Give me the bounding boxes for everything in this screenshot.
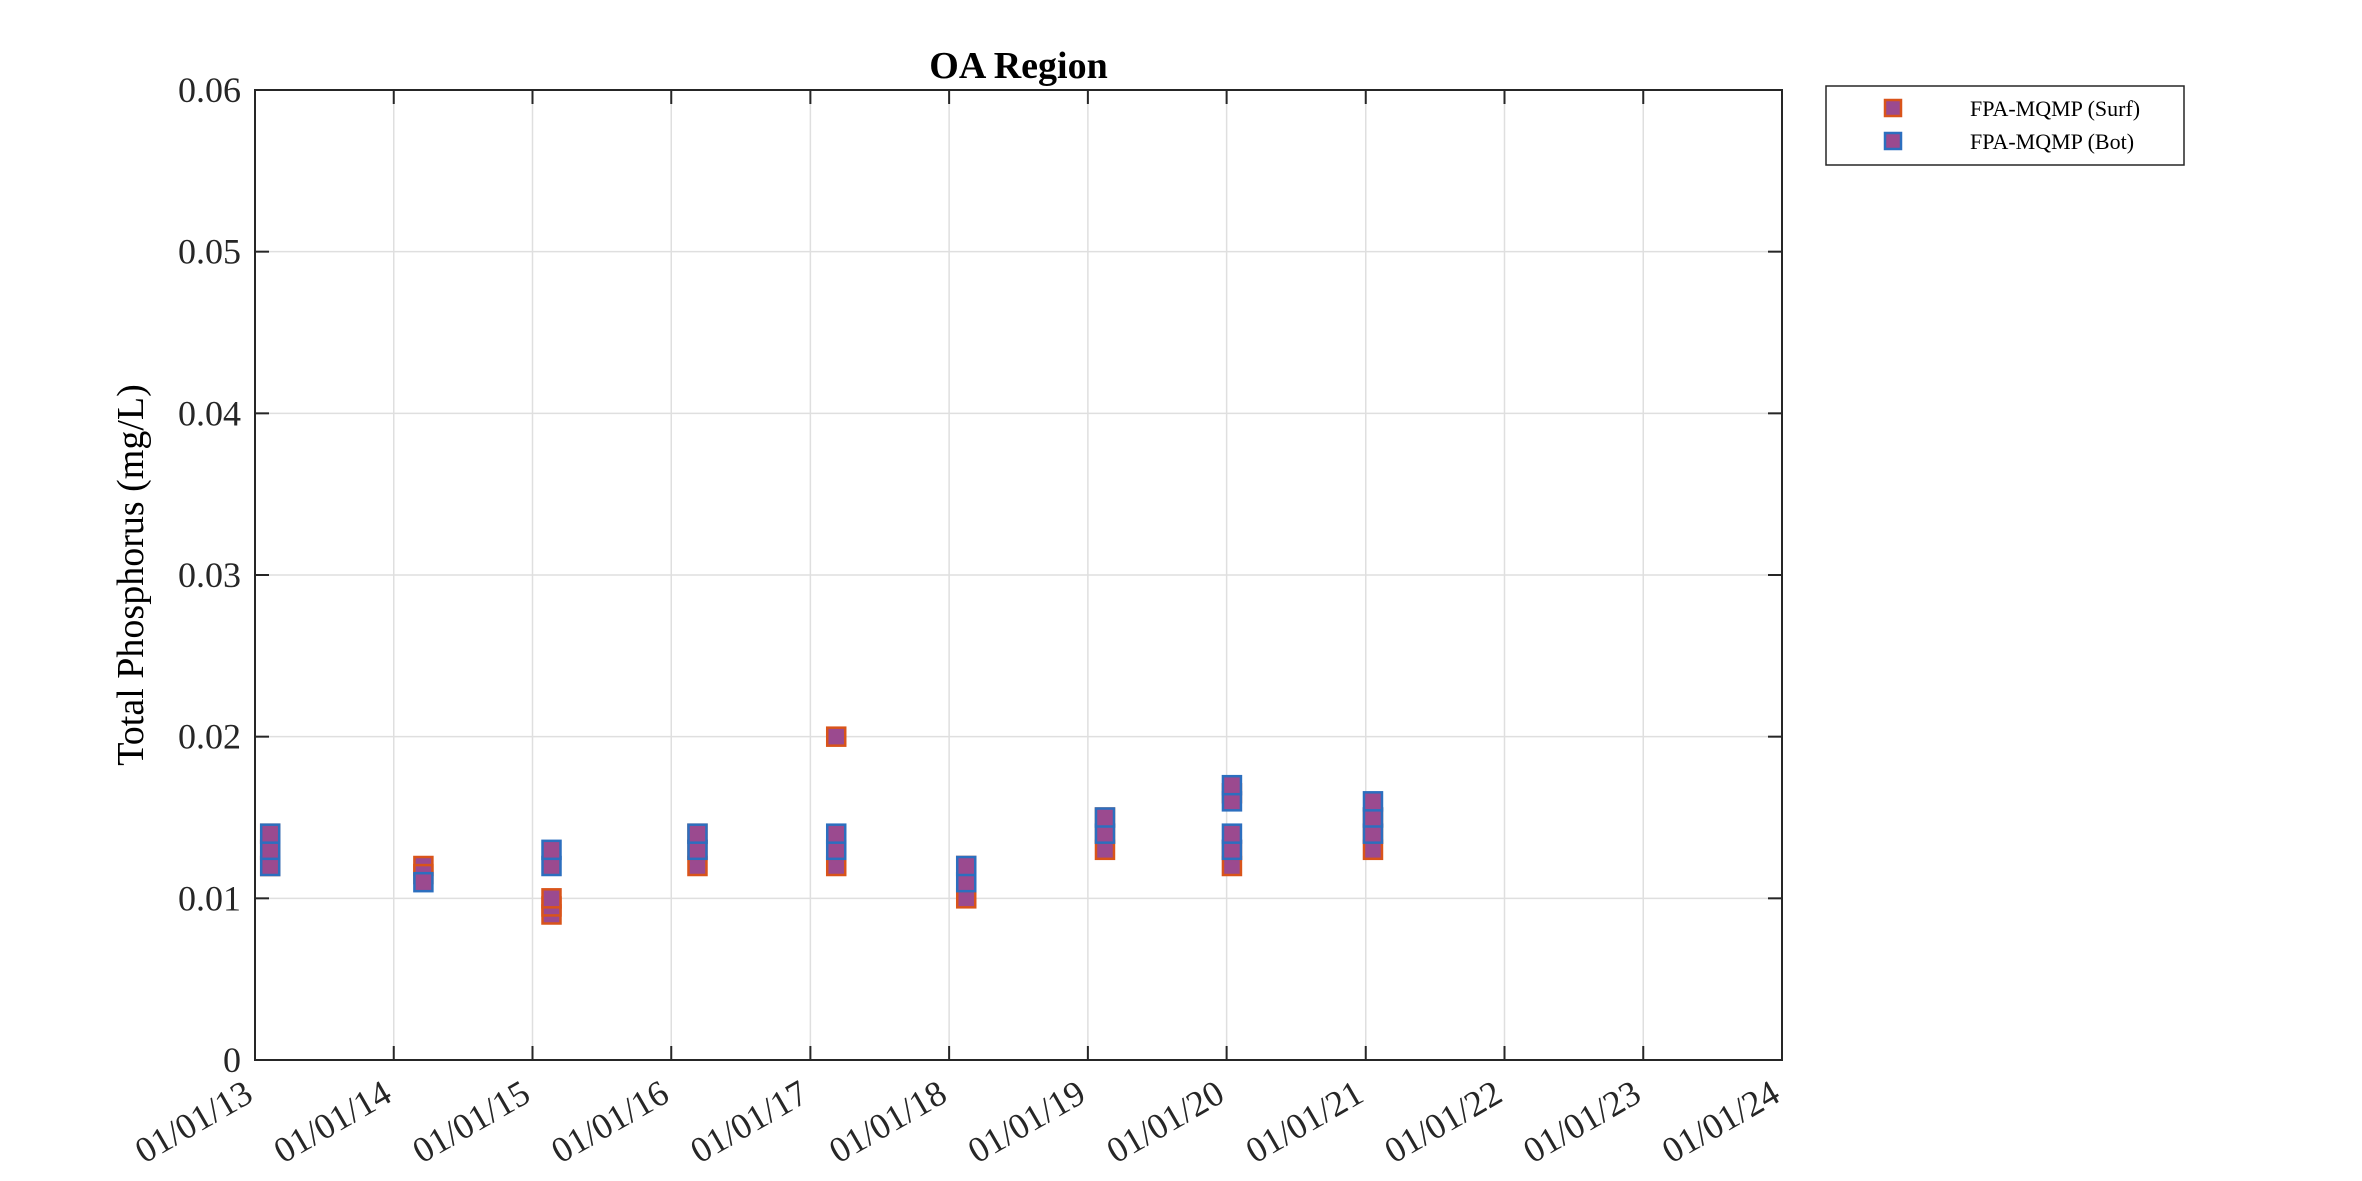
x-tick-label: 01/01/22 bbox=[1378, 1072, 1509, 1171]
x-tick-label: 01/01/21 bbox=[1239, 1072, 1370, 1171]
x-tick-label: 01/01/14 bbox=[267, 1072, 398, 1171]
x-tick-label: 01/01/18 bbox=[822, 1072, 953, 1171]
x-tick-label: 01/01/15 bbox=[406, 1072, 537, 1171]
bot-data-point bbox=[1221, 774, 1243, 796]
legend-label: FPA-MQMP (Bot) bbox=[1970, 129, 2134, 154]
y-axis-label: Total Phosphorus (mg/L) bbox=[110, 384, 152, 766]
y-tick-label: 0.06 bbox=[178, 70, 241, 110]
y-tick-label: 0.01 bbox=[178, 878, 241, 918]
y-tick-label: 0 bbox=[223, 1040, 241, 1080]
bot-data-point bbox=[541, 839, 562, 861]
x-tick-label: 01/01/17 bbox=[684, 1072, 815, 1171]
y-tick-label: 0.02 bbox=[178, 717, 241, 757]
legend-marker bbox=[1883, 131, 1903, 151]
legend-marker bbox=[1883, 98, 1903, 118]
bot-data-point bbox=[259, 823, 281, 844]
bot-data-point bbox=[825, 823, 847, 844]
legend-label: FPA-MQMP (Surf) bbox=[1970, 96, 2140, 121]
x-tick-label: 01/01/23 bbox=[1516, 1072, 1647, 1171]
x-tick-label: 01/01/19 bbox=[961, 1072, 1092, 1171]
bot-data-point bbox=[1094, 807, 1116, 828]
grid-lines bbox=[255, 90, 1782, 1060]
y-tick-label: 0.03 bbox=[178, 555, 241, 595]
bot-data-point bbox=[1362, 791, 1384, 812]
x-tick-label: 01/01/16 bbox=[544, 1072, 675, 1171]
x-tick-label: 01/01/24 bbox=[1655, 1072, 1786, 1171]
surf-data-point bbox=[541, 888, 562, 909]
x-tick-label: 01/01/13 bbox=[128, 1072, 259, 1171]
data-points bbox=[259, 726, 1384, 925]
chart-title: OA Region bbox=[929, 45, 1107, 87]
legend: FPA-MQMP (Surf) FPA-MQMP (Bot) bbox=[1825, 85, 2185, 166]
surf-data-point bbox=[825, 726, 847, 747]
bot-data-point bbox=[955, 855, 977, 877]
y-tick-label: 0.04 bbox=[178, 393, 241, 433]
bot-data-point bbox=[687, 823, 708, 844]
bot-data-point bbox=[413, 871, 434, 893]
y-tick-label: 0.05 bbox=[178, 232, 241, 272]
x-tick-label: 01/01/20 bbox=[1100, 1072, 1231, 1171]
bot-data-point bbox=[1221, 823, 1243, 844]
